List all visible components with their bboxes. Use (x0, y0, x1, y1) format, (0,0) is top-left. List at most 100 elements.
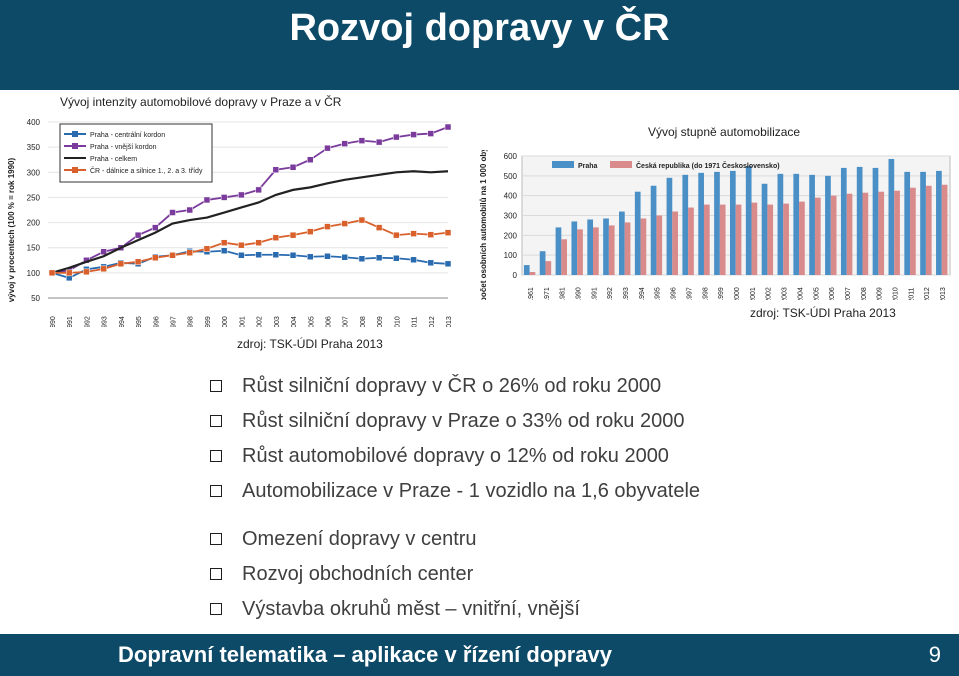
x-tick-label: 1992 (84, 316, 91, 327)
bullet-text: Rozvoj obchodních center (242, 563, 474, 585)
data-point (220, 247, 228, 254)
right-chart-source: zdroj: TSK-ÚDI Praha 2013 (750, 306, 896, 320)
bar (783, 203, 789, 275)
y-axis-label: počet osobních automobilů na 1 000 obyva… (479, 150, 488, 300)
bar (888, 158, 895, 275)
data-point (427, 130, 435, 137)
bar (688, 207, 694, 275)
data-point (255, 186, 262, 194)
bullet-item: Růst silniční dopravy v ČR o 26% od roku… (210, 374, 700, 409)
legend-label: Praha - centrální kordon (90, 132, 165, 139)
x-tick-label: 1999 (205, 316, 212, 327)
data-point (307, 228, 314, 235)
x-tick-label: 2011 (908, 287, 915, 300)
data-point (255, 251, 262, 259)
x-tick-label: 2005 (308, 316, 315, 327)
y-tick-label: 500 (504, 172, 518, 181)
x-tick-label: 1991 (591, 287, 598, 300)
x-tick-label: 2006 (829, 287, 836, 300)
data-point (341, 254, 348, 261)
bullet-item: Výstavba okruhů měst – vnitřní, vnější (210, 597, 700, 632)
data-point (410, 256, 417, 264)
x-tick-label: 2013 (446, 316, 453, 327)
x-tick-label: 1961 (528, 287, 535, 300)
data-point (203, 245, 211, 252)
bar (624, 222, 631, 275)
left-chart-source: zdroj: TSK-ÚDI Praha 2013 (237, 337, 383, 351)
data-point (220, 194, 228, 201)
x-tick-label: 2002 (766, 287, 773, 300)
x-tick-label: 1995 (655, 287, 662, 300)
bar (698, 172, 704, 275)
x-tick-label: 2000 (222, 316, 229, 327)
data-point (289, 252, 297, 259)
data-point (375, 224, 383, 231)
bar (872, 167, 879, 275)
y-tick-label: 100 (27, 269, 41, 278)
data-point (393, 133, 400, 141)
x-tick-label: 1990 (575, 287, 582, 300)
bar (603, 218, 609, 275)
x-tick-label: 2012 (924, 287, 931, 300)
data-point (324, 223, 331, 230)
data-point (169, 252, 176, 259)
y-tick-label: 300 (27, 168, 41, 177)
traffic-intensity-line-chart: 50 100 150 200 250 300 350 400 1990 1991 1992 1993 1… (7, 118, 453, 327)
x-tick-label: 2006 (325, 316, 332, 327)
bar (793, 173, 800, 275)
y-tick-label: 350 (27, 143, 41, 152)
x-tick-label: 2001 (239, 316, 246, 327)
legend-swatch (552, 161, 574, 168)
checkbox-bullet-icon (210, 450, 222, 462)
data-point (444, 123, 452, 131)
bullet-item: Automobilizace v Praze - 1 vozidlo na 1,… (210, 479, 700, 514)
bar (666, 177, 673, 275)
data-point (272, 166, 280, 174)
x-tick-label: 2000 (734, 287, 741, 300)
bar (878, 191, 885, 275)
x-tick-label: 1990 (50, 316, 57, 327)
bar (587, 219, 594, 275)
bar (593, 227, 599, 275)
x-tick-label: 2002 (257, 316, 264, 327)
data-point (358, 216, 366, 224)
motorization-bar-chart: 0 100 200 300 400 500 600 1961 1971 1981 1990 1991 1… (479, 150, 951, 300)
x-tick-label: 2007 (343, 316, 350, 327)
data-point (169, 209, 176, 216)
y-tick-label: 400 (504, 192, 518, 201)
data-point (238, 252, 245, 259)
bar (809, 174, 815, 275)
bar (545, 261, 552, 275)
bar (941, 184, 948, 275)
bullet-text: Růst silniční dopravy v ČR o 26% od roku… (242, 375, 662, 397)
x-tick-label: 1995 (136, 316, 143, 327)
bar (830, 195, 837, 275)
x-tick-label: 2009 (377, 316, 384, 327)
data-point (134, 231, 142, 239)
bar (799, 201, 805, 275)
data-point (100, 248, 107, 255)
y-tick-label: 200 (27, 219, 41, 228)
data-point (341, 140, 348, 147)
x-tick-label: 1997 (171, 316, 178, 327)
data-point (358, 137, 366, 144)
data-point (375, 254, 383, 262)
y-axis-label: vývoj v procentech (100 % = rok 1990) (7, 158, 16, 303)
x-tick-label: 1994 (639, 287, 646, 300)
data-point (307, 156, 314, 163)
y-tick-label: 300 (504, 212, 518, 221)
x-tick-label: 2010 (893, 287, 900, 300)
x-tick-label: 1991 (67, 316, 74, 327)
bar (745, 165, 752, 275)
bar (925, 185, 932, 275)
data-point (48, 269, 56, 277)
legend-marker (72, 143, 78, 149)
data-point (289, 231, 297, 239)
checkbox-bullet-icon (210, 485, 222, 497)
legend-marker (72, 167, 78, 173)
legend-label: Česká republika (do 1971 Československo) (636, 161, 780, 170)
data-point (341, 220, 348, 227)
legend-label: Praha - vnější kordon (90, 144, 157, 151)
data-point (238, 241, 245, 249)
x-tick-label: 2004 (291, 316, 298, 327)
